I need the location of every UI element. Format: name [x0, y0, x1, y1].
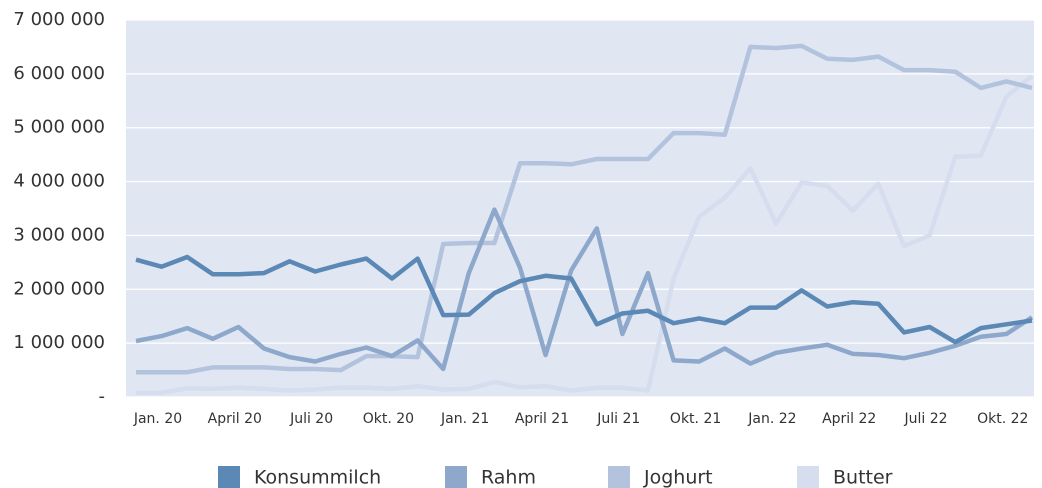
x-tick-label: Juli 22 [903, 411, 947, 427]
x-tick-label: Jan. 20 [133, 411, 182, 427]
legend-swatch [445, 466, 467, 488]
y-tick-label: 5 000 000 [13, 117, 105, 138]
x-tick-label: Juli 20 [289, 411, 333, 427]
y-tick-label: 1 000 000 [13, 332, 105, 353]
x-tick-label: Jan. 22 [747, 411, 796, 427]
series-line [136, 74, 1034, 395]
series-line [136, 43, 1033, 375]
y-tick-label: 7 000 000 [13, 9, 105, 30]
legend-label: Konsummilch [254, 467, 381, 488]
x-tick-label: Okt. 22 [977, 411, 1028, 427]
x-tick-label: Juli 21 [596, 411, 640, 427]
x-tick-label: April 21 [515, 411, 569, 427]
x-tick-label: Okt. 21 [670, 411, 721, 427]
legend-swatch [608, 466, 630, 488]
x-tick-label: Jan. 21 [440, 411, 489, 427]
x-tick-label: April 20 [208, 411, 262, 427]
y-tick-label: 2 000 000 [13, 278, 105, 299]
x-tick-label: April 22 [822, 411, 876, 427]
x-tick-label: Okt. 20 [363, 411, 414, 427]
series-line [135, 207, 1034, 372]
series-line [135, 254, 1033, 345]
legend-label: Butter [833, 467, 893, 488]
y-tick-label: 3 000 000 [13, 224, 105, 245]
legend-label: Rahm [481, 467, 536, 488]
legend-label: Joghurt [643, 467, 713, 488]
y-tick-label: 4 000 000 [13, 171, 105, 192]
legend-swatch [218, 466, 240, 488]
y-tick-label: 6 000 000 [13, 63, 105, 84]
legend-swatch [797, 466, 819, 488]
y-tick-label: - [99, 386, 106, 407]
plot-area [126, 20, 1034, 397]
